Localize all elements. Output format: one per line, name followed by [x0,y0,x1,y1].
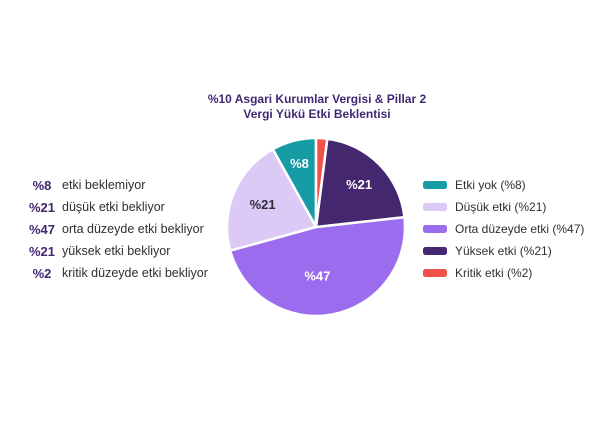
chart-title: %10 Asgari Kurumlar Vergisi & Pillar 2 V… [208,92,426,122]
chart-title-line2: Vergi Yükü Etki Beklentisi [243,107,391,121]
pie-slice-2 [228,215,407,318]
summary-percent: %2 [32,265,52,281]
summary-label: orta düzeyde etki bekliyor [62,222,204,236]
summary-label: yüksek etki bekliyor [62,244,171,258]
summary-label: kritik düzeyde etki bekliyor [62,266,208,280]
legend-item: Etki yok (%8) [423,174,584,196]
pie-chart: %8 %21 %47 %21 [225,136,407,318]
summary-label: düşük etki bekliyor [62,200,165,214]
pie-slice-1 [225,147,318,252]
pie-slice-label: %21 [346,177,372,192]
legend-label: Kritik etki (%2) [455,266,533,280]
chart-title-line1: %10 Asgari Kurumlar Vergisi & Pillar 2 [207,92,427,106]
summary-percent: %47 [28,221,56,237]
summary-percent: %8 [32,177,52,193]
summary-percent: %21 [28,243,56,259]
legend-label: Yüksek etki (%21) [455,244,552,258]
summary-item: %2 kritik düzeyde etki bekliyor [28,262,208,284]
summary-item: %21 yüksek etki bekliyor [28,240,208,262]
legend-label: Düşük etki (%21) [455,200,547,214]
legend-item: Kritik etki (%2) [423,262,584,284]
summary-item: %8 etki beklemiyor [28,174,208,196]
legend-item: Düşük etki (%21) [423,196,584,218]
legend-label: Orta düzeyde etki (%47) [455,222,585,236]
legend: Etki yok (%8) Düşük etki (%21) Orta düze… [423,174,584,284]
pie-slice-label: %8 [290,156,309,171]
summary-item: %21 düşük etki bekliyor [28,196,208,218]
summary-label: etki beklemiyor [62,178,146,192]
legend-item: Orta düzeyde etki (%47) [423,218,584,240]
pie-slice-4 [314,136,329,229]
legend-swatch-kritik-etki [423,269,447,277]
summary-percent: %21 [28,199,56,215]
summary-item: %47 orta düzeyde etki bekliyor [28,218,208,240]
pie-slice-label: %47 [304,268,330,283]
pie-slice-label: %21 [250,197,276,212]
legend-swatch-orta-duzeyde-etki [423,225,447,233]
pie-slice-3 [314,137,406,229]
legend-label: Etki yok (%8) [455,178,526,192]
legend-item: Yüksek etki (%21) [423,240,584,262]
summary-list: %8 etki beklemiyor %21 düşük etki bekliy… [28,174,208,284]
legend-swatch-yuksek-etki [423,247,447,255]
legend-swatch-etki-yok [423,181,447,189]
legend-swatch-dusuk-etki [423,203,447,211]
